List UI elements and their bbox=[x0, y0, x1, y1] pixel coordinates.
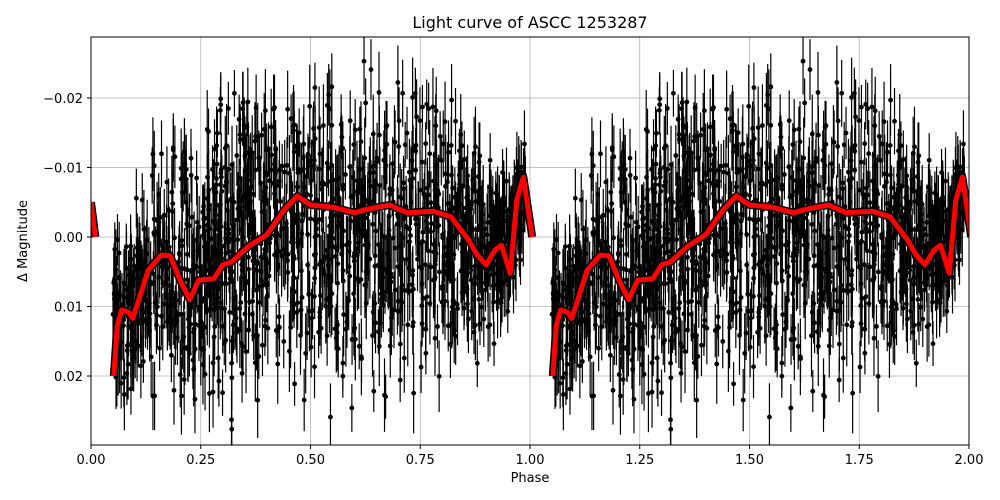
y-axis-label: Δ Magnitude bbox=[16, 200, 31, 282]
y-tick-label: 0.00 bbox=[54, 231, 83, 246]
y-tick-label: 0.02 bbox=[54, 370, 83, 385]
x-tick-label: 1.25 bbox=[625, 453, 654, 468]
model-line bbox=[91, 201, 98, 238]
x-axis-label: Phase bbox=[511, 471, 550, 486]
plot-area bbox=[91, 37, 969, 445]
x-tick-label: 1.50 bbox=[735, 453, 764, 468]
model-line bbox=[111, 174, 535, 377]
x-tick-label: 1.75 bbox=[845, 453, 874, 468]
y-tick-label: 0.01 bbox=[54, 301, 83, 316]
x-tick-label: 0.50 bbox=[296, 453, 325, 468]
y-tick-label: −0.02 bbox=[43, 92, 83, 107]
model-line bbox=[550, 174, 969, 377]
x-tick-label: 0.75 bbox=[406, 453, 435, 468]
axes: 0.00 0.25 0.50 0.75 1.00 1.25 1.50 1.75 2.00 −0.0… bbox=[43, 36, 984, 468]
x-tick-label: 0.25 bbox=[186, 453, 215, 468]
x-tick-label: 0.00 bbox=[77, 453, 106, 468]
observation-points bbox=[110, 37, 967, 445]
chart-title: Light curve of ASCC 1253287 bbox=[412, 13, 647, 32]
x-tick-label: 2.00 bbox=[955, 453, 984, 468]
x-tick-label: 1.00 bbox=[516, 453, 545, 468]
y-tick-label: −0.01 bbox=[43, 162, 83, 177]
